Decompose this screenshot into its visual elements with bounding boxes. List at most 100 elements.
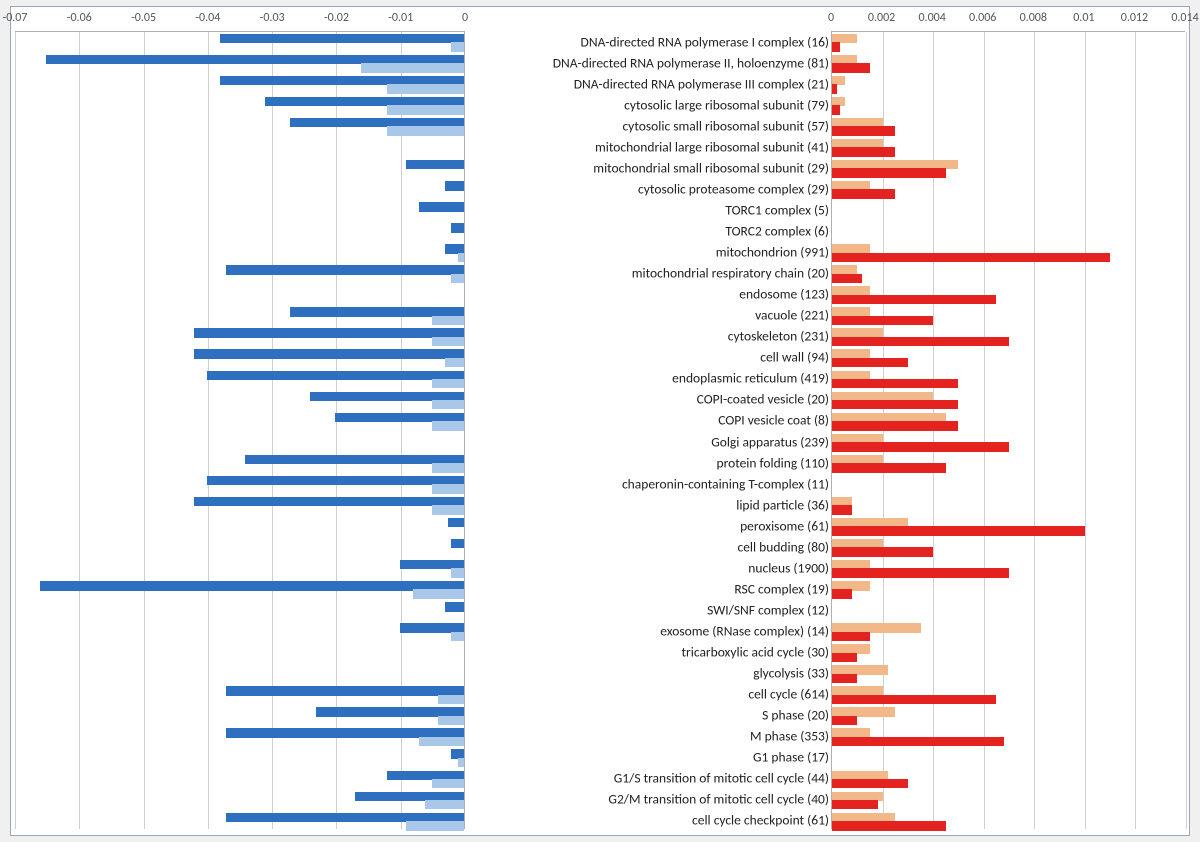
bar [832, 42, 840, 51]
bar [406, 160, 464, 169]
tick-label: -0.02 [324, 11, 349, 25]
bar-row-left [15, 221, 464, 242]
tick-label: 0.014 [1171, 11, 1198, 25]
right-axis: 00.0020.0040.0060.0080.010.0120.014 [831, 7, 1185, 31]
bar-row-left [15, 53, 464, 74]
tick-label: 0.01 [1073, 11, 1094, 25]
bar [361, 63, 464, 72]
bar [432, 463, 464, 472]
category-label: M phase (353) [750, 728, 829, 745]
bar-row-left [15, 348, 464, 369]
bar [832, 800, 878, 809]
bar-row-left [15, 643, 464, 664]
bar-row-left [15, 158, 464, 179]
tick-label: 0 [828, 11, 834, 25]
bar-row-right [832, 495, 1185, 516]
bar [432, 779, 464, 788]
category-label: peroxisome (61) [740, 517, 829, 534]
bar [445, 358, 464, 367]
bar-row-right [832, 558, 1185, 579]
category-label: endoplasmic reticulum (419) [672, 370, 829, 387]
bar-row-right [832, 748, 1185, 769]
category-label: lipid particle (36) [736, 496, 829, 513]
bar [448, 518, 464, 527]
bar-row-left [15, 179, 464, 200]
tick-label: 0.002 [868, 11, 895, 25]
category-label: TORC1 complex (5) [725, 201, 829, 218]
category-label: cell budding (80) [737, 538, 829, 555]
tick-label: -0.06 [67, 11, 92, 25]
bar [832, 253, 1110, 262]
bar [832, 337, 1009, 346]
bar-row-right [832, 369, 1185, 390]
bar [226, 686, 464, 695]
bar-row-left [15, 116, 464, 137]
bar-row-right [832, 264, 1185, 285]
category-label: endosome (123) [739, 286, 829, 303]
bar-row-right [832, 95, 1185, 116]
bar-row-right [832, 179, 1185, 200]
bar [458, 253, 464, 262]
bar-row-left [15, 200, 464, 221]
bar-row-right [832, 221, 1185, 242]
category-label: SWI/SNF complex (12) [707, 601, 829, 618]
bar [387, 105, 464, 114]
bar [832, 63, 870, 72]
bar [419, 737, 464, 746]
category-label: COPI-coated vesicle (20) [697, 391, 829, 408]
bar-row-left [15, 811, 464, 832]
category-label: exosome (RNase complex) (14) [660, 622, 829, 639]
bar [832, 737, 1004, 746]
bar-row-left [15, 432, 464, 453]
chart-panel: -0.07-0.06-0.05-0.04-0.03-0.02-0.010 00.… [10, 6, 1190, 836]
category-label: mitochondrial respiratory chain (20) [632, 265, 829, 282]
bar-row-right [832, 600, 1185, 621]
bar-row-right [832, 643, 1185, 664]
category-label: COPI vesicle coat (8) [718, 412, 829, 429]
bar-row-left [15, 748, 464, 769]
bar [207, 476, 464, 485]
bar-row-right [832, 32, 1185, 53]
bar [832, 568, 1009, 577]
bar-row-right [832, 285, 1185, 306]
bar-row-right [832, 306, 1185, 327]
bar-row-right [832, 390, 1185, 411]
category-label: RSC complex (19) [734, 580, 829, 597]
bar [832, 316, 933, 325]
bar [451, 274, 464, 283]
bar-row-left [15, 706, 464, 727]
bar [194, 349, 464, 358]
bar [832, 505, 852, 514]
bar-row-right [832, 474, 1185, 495]
bar-row-right [832, 579, 1185, 600]
bar [832, 526, 1085, 535]
bar-row-left [15, 327, 464, 348]
bar-row-left [15, 685, 464, 706]
bar [832, 358, 908, 367]
bar-row-right [832, 811, 1185, 832]
bar [226, 265, 464, 274]
category-label: cell wall (94) [760, 349, 829, 366]
bar [432, 484, 464, 493]
category-label: mitochondrial small ribosomal subunit (2… [593, 159, 829, 176]
bar-row-left [15, 579, 464, 600]
bar [832, 695, 996, 704]
bar-row-left [15, 453, 464, 474]
tick-label: -0.07 [3, 11, 28, 25]
bar-row-right [832, 74, 1185, 95]
bar [832, 105, 840, 114]
bar-row-right [832, 685, 1185, 706]
bar-row-left [15, 95, 464, 116]
tick-label: -0.04 [195, 11, 220, 25]
bar [832, 463, 946, 472]
bar-row-left [15, 621, 464, 642]
bar-row-right [832, 200, 1185, 221]
category-label: cell cycle checkpoint (61) [692, 812, 829, 829]
bar-row-left [15, 390, 464, 411]
bar-row-right [832, 348, 1185, 369]
bar-row-left [15, 558, 464, 579]
category-label: Golgi apparatus (239) [711, 433, 829, 450]
category-label: G1 phase (17) [753, 749, 829, 766]
tick-label: 0.008 [1020, 11, 1047, 25]
bar-row-right [832, 116, 1185, 137]
